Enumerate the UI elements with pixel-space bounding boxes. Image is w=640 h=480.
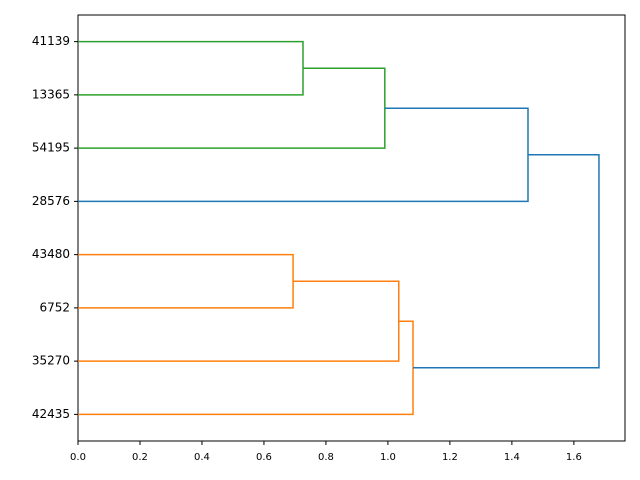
leaf-label: 13365	[32, 87, 70, 101]
dendrogram-link	[78, 253, 294, 309]
dendrogram-link	[78, 40, 304, 96]
leaf-label: 28576	[32, 194, 70, 208]
x-tick-label: 0.8	[318, 452, 334, 463]
x-tick-label: 0.0	[70, 452, 86, 463]
x-tick-label: 1.0	[380, 452, 396, 463]
leaf-label: 42435	[32, 407, 70, 421]
leaf-label: 35270	[32, 354, 70, 368]
dendrogram-link	[78, 320, 414, 416]
axes-frame	[77, 14, 626, 442]
dendrogram-link	[78, 107, 529, 203]
x-tick-label: 0.2	[132, 452, 148, 463]
x-tick-label: 1.4	[504, 452, 520, 463]
leaf-label: 6752	[39, 300, 70, 314]
x-tick-label: 0.4	[194, 452, 210, 463]
leaf-label: 43480	[32, 247, 70, 261]
x-tick-label: 0.6	[256, 452, 272, 463]
dendrogram-link	[78, 67, 386, 149]
leaf-label: 41139	[32, 34, 70, 48]
dendrogram-link	[413, 154, 600, 369]
x-tick-label: 1.6	[566, 452, 582, 463]
x-tick-label: 1.2	[442, 452, 458, 463]
leaf-label: 54195	[32, 141, 70, 155]
dendrogram-link	[78, 280, 400, 362]
